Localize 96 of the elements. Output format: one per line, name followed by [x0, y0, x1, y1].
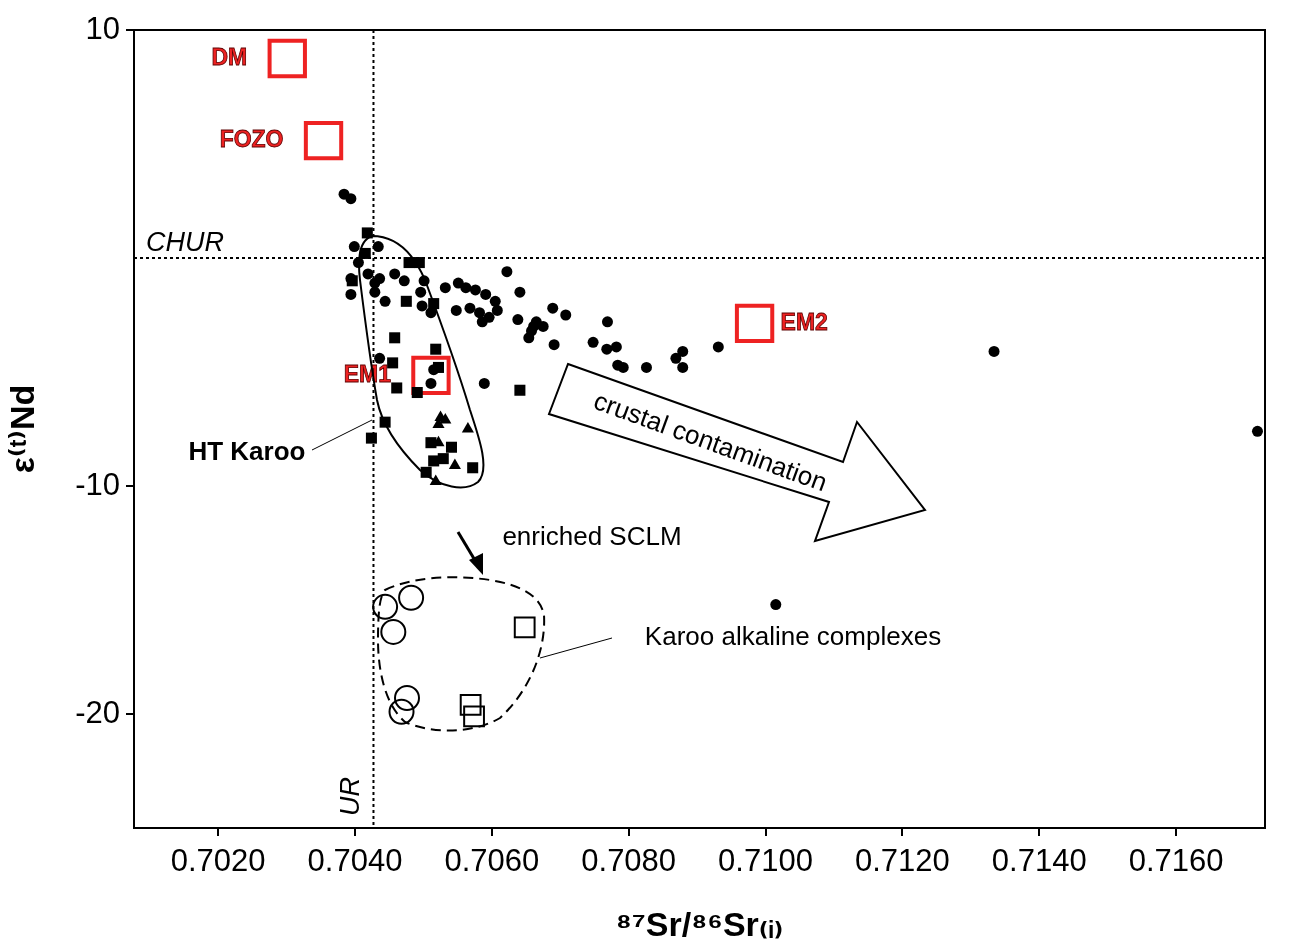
point [467, 462, 479, 474]
point [712, 341, 724, 353]
x-tick-label: 0.7140 [991, 843, 1087, 879]
point [512, 314, 524, 326]
annotation: Karoo alkaline complexes [644, 621, 942, 652]
point [430, 343, 442, 355]
point [389, 332, 401, 344]
point [411, 387, 423, 399]
ref-line-label: UR [335, 777, 366, 816]
point [478, 377, 490, 389]
point [437, 453, 449, 465]
point [459, 693, 482, 716]
point [267, 38, 307, 79]
x-axis-title: ⁸⁷Sr/⁸⁶Sr₍ᵢ₎ [615, 904, 784, 943]
point [398, 584, 425, 611]
point [617, 361, 629, 373]
point [425, 437, 437, 449]
point [374, 352, 386, 364]
point [988, 345, 1000, 357]
annotation: HT Karoo [188, 436, 306, 467]
point [587, 336, 599, 348]
point [394, 685, 420, 712]
point [526, 325, 538, 337]
point [491, 304, 503, 316]
point [374, 273, 386, 285]
point [411, 355, 451, 396]
point [361, 227, 373, 239]
point [640, 361, 652, 373]
point [537, 320, 549, 332]
point [348, 241, 360, 253]
point [476, 316, 488, 328]
point [560, 309, 572, 321]
point [388, 698, 415, 725]
point [345, 288, 357, 300]
annotation: FOZO [219, 125, 284, 152]
point [474, 307, 486, 319]
point [345, 193, 357, 205]
point [416, 300, 428, 312]
annotation: DM [211, 43, 248, 70]
point [610, 341, 622, 353]
point [439, 282, 451, 294]
x-tick-label: 0.7120 [854, 843, 950, 879]
point [547, 302, 559, 314]
point [380, 618, 407, 645]
point [391, 382, 403, 394]
annotation: EM2 [780, 308, 828, 335]
point [480, 288, 492, 300]
point [362, 268, 374, 280]
point [463, 705, 485, 728]
point [677, 361, 689, 373]
ref-line-label: CHUR [146, 227, 224, 258]
point [501, 266, 513, 278]
x-tick-label: 0.7040 [307, 843, 403, 879]
point [770, 599, 782, 611]
point [379, 295, 391, 307]
point [489, 295, 501, 307]
point [369, 286, 381, 298]
x-tick-label: 0.7060 [444, 843, 540, 879]
point [469, 284, 481, 296]
point [734, 303, 775, 344]
point [450, 304, 462, 316]
point [428, 455, 440, 467]
point [439, 412, 452, 424]
x-tick-label: 0.7020 [170, 843, 266, 879]
point [415, 286, 427, 298]
point [514, 286, 526, 298]
point [365, 432, 377, 444]
point [400, 295, 412, 307]
point [670, 352, 682, 364]
point [601, 316, 613, 328]
y-axis-title: ε⁽ᵗ⁾Nd [2, 384, 41, 474]
y-tick-label: -20 [75, 694, 120, 730]
point [425, 307, 437, 319]
point [303, 120, 344, 161]
point [677, 345, 689, 357]
point [425, 377, 437, 389]
point [398, 275, 410, 287]
point [601, 343, 613, 355]
x-tick-label: 0.7160 [1128, 843, 1224, 879]
point [1251, 425, 1263, 437]
point [372, 593, 399, 620]
point [372, 241, 384, 253]
point [445, 441, 457, 453]
y-tick-label: 10 [85, 10, 120, 46]
x-tick-label: 0.7080 [581, 843, 677, 879]
point [389, 268, 401, 280]
point [461, 422, 474, 433]
point [513, 616, 536, 639]
x-tick-label: 0.7100 [718, 843, 813, 879]
y-tick-label: -10 [75, 466, 120, 502]
point [460, 282, 472, 294]
point [548, 339, 560, 351]
point [464, 302, 476, 314]
point [514, 384, 526, 396]
annotation: enriched SCLM [502, 521, 682, 552]
point [448, 458, 461, 469]
